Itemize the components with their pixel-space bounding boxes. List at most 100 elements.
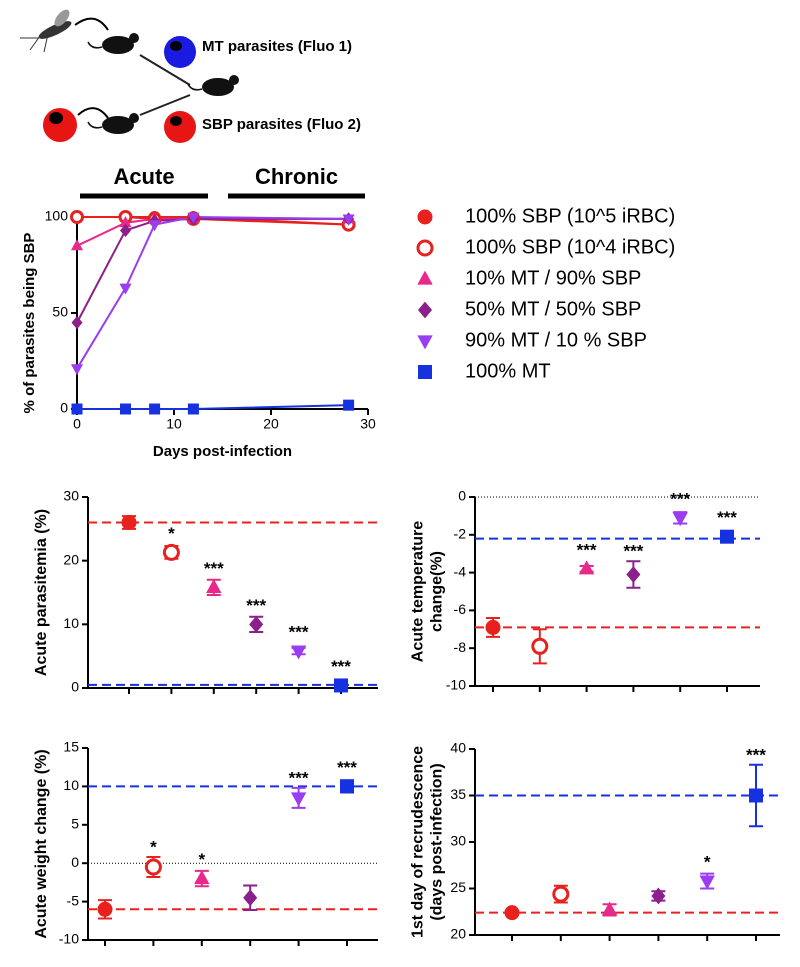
series-line (76, 217, 349, 324)
legend-label: 100% SBP (10^5 iRBC) (465, 205, 675, 227)
marker (120, 403, 131, 415)
diagram: MT parasites (Fluo 1) SBP parasites (Flu… (20, 9, 361, 143)
y-tick-label: 30 (450, 833, 466, 849)
y-tick-label: -10 (446, 677, 466, 693)
mouse-icon (87, 113, 139, 134)
y-tick-label: 20 (63, 551, 79, 567)
y-tick-label: -6 (454, 601, 467, 617)
y-axis-label: % of parasites being SBP (21, 233, 38, 414)
significance-label: *** (289, 768, 309, 787)
marker (243, 889, 258, 907)
marker (148, 220, 161, 232)
y-axis-label: change(%) (429, 551, 446, 632)
marker (601, 901, 618, 916)
marker (578, 560, 595, 575)
marker (699, 875, 715, 890)
marker (120, 223, 131, 238)
significance-label: *** (746, 745, 766, 764)
marker (485, 619, 501, 635)
x-tick-label: 30 (360, 416, 376, 432)
legend-label: 50% MT / 50% SBP (465, 298, 641, 320)
marker (119, 216, 132, 228)
y-tick-label: 0 (71, 854, 79, 870)
legend-marker (418, 365, 432, 379)
y-axis-label: 1st day of recrudescence (410, 746, 427, 938)
marker (504, 905, 520, 921)
y-tick-label: 0 (458, 488, 466, 504)
x-tick-label: 10 (166, 416, 182, 432)
legend-label: 10% MT / 90% SBP (465, 267, 641, 289)
y-tick-label: -4 (454, 563, 467, 579)
series-line (76, 215, 349, 370)
marker (651, 887, 666, 905)
y-tick-label: -5 (67, 892, 80, 908)
significance-label: * (168, 524, 175, 543)
significance-label: * (704, 853, 711, 872)
phase-label: Chronic (255, 164, 338, 189)
y-axis-label: Acute parasitemia (%) (33, 509, 50, 676)
y-tick-label: 10 (63, 615, 79, 631)
significance-label: *** (204, 559, 224, 578)
significance-label: *** (670, 489, 690, 508)
marker (144, 858, 162, 876)
phase-label: Acute (113, 164, 174, 189)
mt-parasite-icon (164, 36, 196, 68)
y-tick-label: 30 (63, 488, 79, 504)
marker (70, 364, 84, 376)
x-tick-label: 20 (263, 416, 279, 432)
y-tick-label: -2 (454, 526, 467, 542)
marker (334, 678, 348, 693)
y-tick-label: 0 (71, 679, 79, 695)
marker (749, 788, 763, 803)
marker (121, 514, 137, 530)
y-tick-label: 10 (63, 777, 79, 793)
mouse-icon (187, 75, 239, 96)
sbp-parasite-icon (164, 111, 196, 143)
significance-label: * (198, 850, 205, 869)
legend-marker (417, 335, 433, 350)
marker (531, 637, 549, 655)
significance-label: *** (577, 540, 597, 559)
marker (187, 403, 199, 415)
marker (97, 901, 113, 917)
legend-label: 100% SBP (10^4 iRBC) (465, 236, 675, 258)
legend-marker (418, 301, 432, 319)
marker (672, 512, 688, 527)
y-axis-label: Acute temperature (410, 521, 427, 662)
marker (626, 566, 641, 583)
marker (71, 403, 83, 415)
y-axis-label: Acute weight change (%) (33, 749, 50, 938)
legend-marker (417, 270, 433, 285)
significance-label: *** (331, 657, 351, 676)
significance-label: *** (289, 623, 309, 642)
x-tick-label: 0 (73, 416, 81, 432)
legend-marker (417, 209, 433, 225)
y-tick-label: 100 (45, 208, 69, 224)
marker (149, 403, 161, 415)
y-axis-label: (days post-infection) (429, 763, 446, 920)
marker (249, 615, 264, 633)
diagram-label: MT parasites (Fluo 1) (202, 38, 352, 55)
legend-label: 100% MT (465, 360, 551, 382)
marker (70, 210, 84, 224)
y-tick-label: 15 (63, 739, 79, 755)
y-tick-label: -10 (59, 931, 79, 947)
significance-label: *** (623, 542, 643, 561)
mouse-icon (87, 33, 139, 54)
y-tick-label: 0 (60, 400, 68, 416)
marker (342, 214, 355, 226)
marker (162, 543, 180, 561)
significance-label: *** (246, 596, 266, 615)
marker (720, 529, 734, 544)
significance-label: *** (717, 508, 737, 527)
y-tick-label: 40 (450, 740, 466, 756)
y-tick-label: 20 (450, 926, 466, 942)
marker (343, 399, 355, 411)
legend-label: 90% MT / 10 % SBP (465, 329, 647, 351)
y-tick-label: 5 (71, 816, 79, 832)
marker (194, 870, 210, 885)
marker (340, 779, 354, 794)
x-axis-label: Days post-infection (153, 443, 292, 460)
mosquito-icon (20, 9, 72, 53)
